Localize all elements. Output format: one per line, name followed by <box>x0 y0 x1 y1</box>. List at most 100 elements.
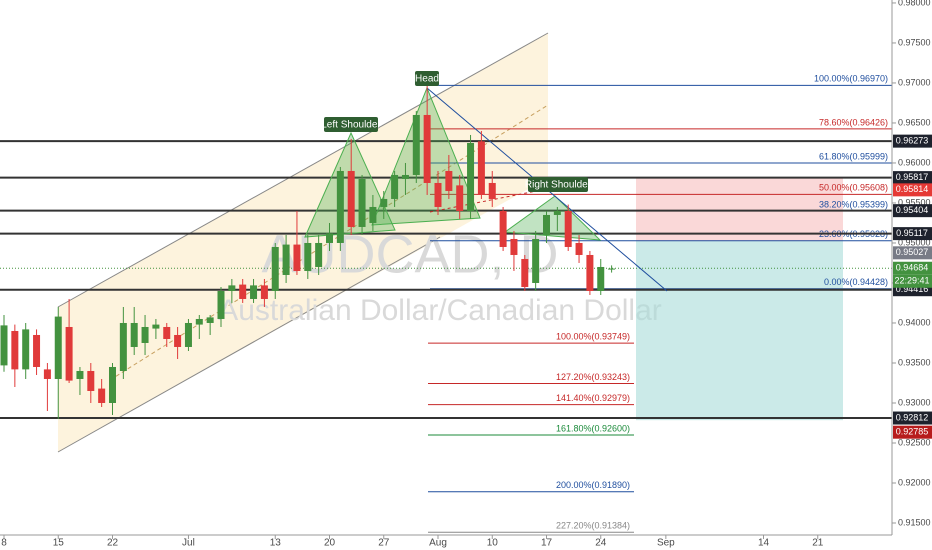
candles <box>0 85 616 419</box>
y-tick-label: 0.97000 <box>898 77 931 87</box>
level-label: 0.95404 <box>896 205 929 215</box>
level-label-box <box>893 411 932 425</box>
x-tick-label: 15 <box>53 538 65 549</box>
candle-body <box>304 242 312 271</box>
candle-body <box>401 174 409 179</box>
candle-body <box>575 242 583 255</box>
right-shoulder-shape <box>503 195 602 241</box>
x-tick-label: 8 <box>1 538 7 549</box>
x-tick-label: Aug <box>429 538 447 549</box>
fib-ext-label: 227.20%(0.91384) <box>556 521 630 531</box>
x-tick-label: 22 <box>107 538 119 549</box>
candle-body <box>260 285 268 299</box>
fib-label: 61.80%(0.95999) <box>819 151 888 161</box>
candle-body <box>358 178 366 227</box>
y-tick-label: 0.98000 <box>898 0 931 7</box>
candle-body <box>195 318 203 325</box>
stop-label-box <box>893 183 932 197</box>
candle-body <box>499 210 507 247</box>
fib-ext-label: 161.80%(0.92600) <box>556 423 630 433</box>
fib-label: 50.00%(0.95608) <box>819 183 888 193</box>
channel-upper <box>57 32 549 308</box>
x-tick-label: 21 <box>812 538 824 549</box>
candle-body <box>130 322 138 347</box>
y-tick-label: 0.96000 <box>898 157 931 167</box>
candle-body <box>228 285 236 291</box>
candle-body <box>369 206 377 223</box>
y-tick-label: 0.91500 <box>898 517 931 527</box>
target-label-box <box>893 425 932 439</box>
x-tick-label: 17 <box>541 538 553 549</box>
candle-body <box>553 210 561 215</box>
y-tick-label: 0.97500 <box>898 37 931 47</box>
candle-body <box>239 284 247 299</box>
stop-label: 0.95814 <box>896 184 929 194</box>
candle-body <box>477 141 485 195</box>
fib-label: 100.00%(0.96970) <box>814 74 888 84</box>
pattern-labels: Left Shoulder Head Right Shoulder <box>321 71 592 192</box>
stop-zone <box>636 177 843 241</box>
level-label: 0.96273 <box>896 136 929 146</box>
fib-label: 0.00%(0.94428) <box>824 277 888 287</box>
target-label: 0.92785 <box>896 427 929 437</box>
channel-mid <box>109 104 549 381</box>
candle-body <box>423 114 431 183</box>
candle-body <box>521 258 529 287</box>
fib-ext-label: 127.20%(0.93243) <box>556 372 630 382</box>
x-tick-label: 13 <box>270 538 282 549</box>
level-label: 0.94416 <box>896 284 929 294</box>
last-price-label: 0.94684 <box>896 263 929 273</box>
candle-body <box>250 285 258 299</box>
level-label: 0.92812 <box>896 412 929 422</box>
countdown-box <box>893 274 932 288</box>
y-tick-label: 0.96500 <box>898 117 931 127</box>
candle-body <box>467 142 475 211</box>
candle-body <box>54 316 62 379</box>
candle-body <box>510 238 518 255</box>
candle-body <box>488 182 496 199</box>
label-box <box>528 177 588 192</box>
candle-body <box>456 185 464 211</box>
candle-body <box>586 254 594 291</box>
candle-body <box>391 174 399 199</box>
candle-body <box>326 233 333 243</box>
entry-label: 0.95027 <box>896 247 929 257</box>
candle-body <box>98 388 106 403</box>
fib-label: 38.20%(0.95399) <box>819 199 888 209</box>
channel-lower <box>57 236 441 453</box>
pattern-label: Right Shoulder <box>525 180 592 191</box>
candle-body <box>109 366 116 403</box>
candle-body <box>336 170 344 243</box>
x-tick-label: 20 <box>324 538 336 549</box>
candle-body <box>347 170 355 227</box>
candle-body <box>43 369 51 379</box>
candle-body <box>532 238 540 283</box>
target-zone <box>636 240 843 421</box>
level-label-box <box>893 204 932 218</box>
pattern-label: Head <box>415 74 439 85</box>
candle-body <box>206 317 214 323</box>
x-tick-label: Sep <box>657 538 675 549</box>
level-label-box <box>893 227 932 241</box>
candle-body <box>76 370 84 379</box>
y-tick-label: 0.94000 <box>898 317 931 327</box>
candle-body <box>445 170 453 191</box>
pattern-label: Left Shoulder <box>321 120 381 131</box>
fib-ext-label: 100.00%(0.93749) <box>556 331 630 341</box>
y-tick-label: 0.95000 <box>898 237 931 247</box>
candle-body <box>87 370 95 391</box>
candle-body <box>271 246 279 291</box>
label-box <box>415 71 439 86</box>
candle-body <box>293 244 301 271</box>
candle-body <box>608 268 616 270</box>
countdown: 22:29:41 <box>894 276 929 286</box>
watermark-description: Australian Dollar/Canadian Dollar <box>218 294 662 327</box>
candle-body <box>174 334 182 347</box>
candle-body <box>315 242 323 267</box>
x-tick-label: 27 <box>378 538 390 549</box>
x-tick-label: 14 <box>758 538 770 549</box>
candle-body <box>543 214 550 235</box>
candle-body <box>119 322 127 371</box>
